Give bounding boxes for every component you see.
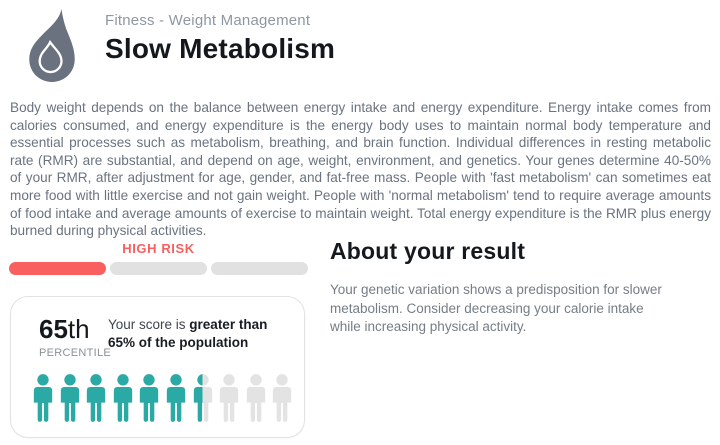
risk-bar: [9, 262, 308, 275]
percentile-caption: PERCENTILE: [39, 347, 112, 359]
person-icon-empty: [271, 373, 293, 423]
person-icon-filled: [112, 373, 134, 423]
risk-label: HIGH RISK: [122, 241, 195, 256]
score-text-regular: Your score is: [108, 317, 190, 332]
percentile-suffix: th: [67, 314, 90, 344]
person-icon-filled: [32, 373, 54, 423]
person-icon-half: [192, 373, 214, 423]
person-icon-filled: [85, 373, 107, 423]
about-body: Your genetic variation shows a predispos…: [330, 282, 662, 335]
percentile-block: 65th PERCENTILE: [39, 314, 111, 359]
header-text: Fitness - Weight Management Slow Metabol…: [105, 12, 335, 65]
risk-bar-segment: [211, 262, 308, 275]
person-icon-filled: [165, 373, 187, 423]
risk-bar-segment: [9, 262, 106, 275]
flame-icon: [16, 6, 88, 86]
score-text-bold: greater than 65% of the population: [108, 317, 268, 350]
about-heading: About your result: [330, 238, 526, 264]
flame-inner: [38, 39, 63, 74]
person-icon-empty: [218, 373, 240, 423]
trait-description: Body weight depends on the balance betwe…: [10, 100, 711, 239]
page-title: Slow Metabolism: [105, 33, 336, 64]
people-row: [32, 373, 296, 423]
risk-bar-segment: [110, 262, 207, 275]
person-icon-filled: [138, 373, 160, 423]
category-label: Fitness - Weight Management: [105, 12, 311, 29]
person-icon-empty: [245, 373, 267, 423]
person-icon-filled: [59, 373, 81, 423]
score-text: Your score is greater than 65% of the po…: [108, 316, 290, 352]
percentile-value: 65: [39, 314, 68, 344]
percentile-card: 65th PERCENTILE Your score is greater th…: [10, 296, 305, 438]
